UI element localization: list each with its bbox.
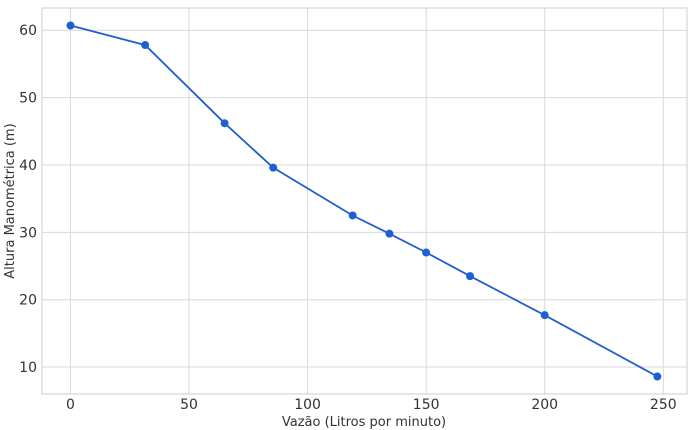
y-tick-label: 40: [19, 158, 37, 174]
x-tick-label: 0: [66, 397, 75, 413]
plot-frame: [41, 7, 688, 395]
y-tick-label: 20: [19, 293, 37, 309]
x-tick-label: 250: [650, 397, 677, 413]
plot-background: [42, 8, 687, 394]
grid: [42, 8, 687, 394]
data-point: [269, 163, 278, 172]
x-tick-label: 50: [180, 397, 198, 413]
y-tick-label: 30: [19, 225, 37, 241]
y-tick-label: 60: [19, 23, 37, 39]
data-point: [385, 229, 394, 238]
y-tick-labels: 10 20 30 40 50 60: [19, 23, 37, 376]
x-axis-label: Vazão (Litros por minuto): [282, 415, 446, 430]
data-point: [653, 372, 662, 381]
x-tick-labels: 0 50 100 150 200 250: [66, 397, 677, 413]
data-point: [66, 21, 75, 30]
y-tick-label: 10: [19, 360, 37, 376]
y-axis-label: Altura Manométrica (m): [3, 123, 18, 278]
x-tick-label: 150: [413, 397, 440, 413]
x-tick-label: 100: [294, 397, 321, 413]
y-tick-label: 50: [19, 91, 37, 107]
data-point: [466, 272, 475, 281]
x-tick-label: 200: [531, 397, 558, 413]
data-point: [348, 211, 357, 220]
data-point: [141, 41, 150, 50]
series-points: [66, 21, 662, 381]
data-point: [220, 119, 229, 128]
data-point: [540, 311, 549, 320]
data-point: [422, 248, 431, 257]
series-line: [70, 24, 658, 378]
